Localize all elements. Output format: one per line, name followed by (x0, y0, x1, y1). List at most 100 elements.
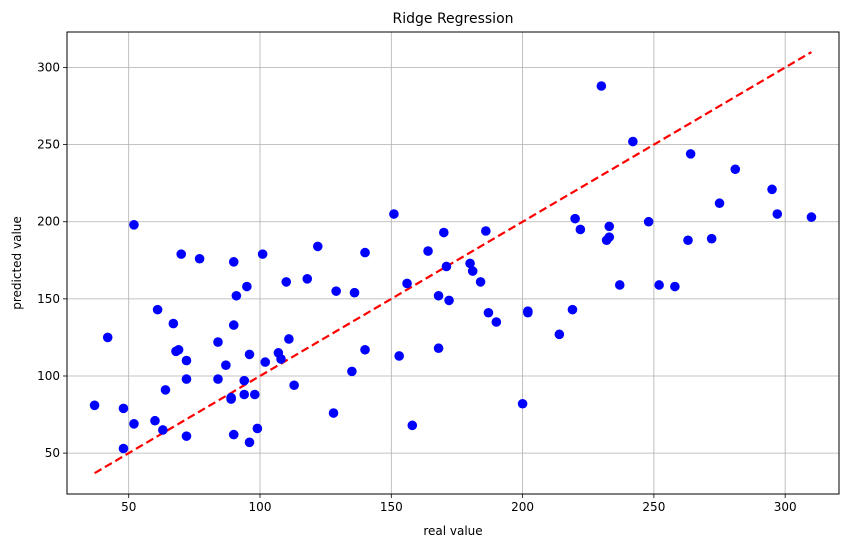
data-point (444, 295, 454, 306)
x-tick-label: 200 (511, 500, 534, 514)
data-point (312, 241, 323, 252)
data-point (767, 184, 777, 195)
x-tick-label: 50 (121, 500, 136, 514)
x-axis-label: real value (423, 524, 482, 538)
data-point (284, 334, 294, 344)
data-point (118, 403, 129, 414)
data-point (242, 281, 252, 292)
data-point (554, 329, 565, 340)
data-point (706, 233, 717, 244)
data-point (244, 437, 255, 448)
data-point (517, 398, 528, 409)
y-axis-ticks: 50 100 150 200 250 300 (37, 60, 67, 460)
data-point (394, 351, 404, 361)
data-point (475, 277, 486, 287)
data-point (150, 415, 160, 426)
data-point (575, 224, 586, 235)
data-point (231, 290, 242, 301)
data-point (570, 213, 580, 224)
data-point (213, 374, 223, 384)
data-point (181, 374, 192, 384)
data-point (181, 431, 192, 441)
data-point (643, 216, 654, 227)
x-tick-label: 150 (380, 500, 403, 514)
data-point (328, 408, 339, 418)
data-point (439, 227, 449, 238)
plot-frame (66, 31, 840, 495)
y-tick-label: 100 (37, 369, 60, 383)
data-point (441, 261, 452, 272)
data-point (407, 420, 418, 431)
data-point (129, 419, 139, 429)
y-tick-label: 150 (37, 292, 60, 306)
data-point (806, 212, 817, 222)
data-point (467, 266, 478, 276)
data-point (252, 423, 263, 434)
data-point (228, 320, 239, 330)
reference-line-layer (94, 51, 812, 475)
data-point (567, 304, 578, 315)
data-point (257, 249, 268, 259)
data-point (670, 281, 680, 292)
data-point (158, 425, 168, 435)
data-point (685, 149, 696, 159)
data-point (360, 344, 370, 355)
data-point (331, 286, 341, 296)
data-point (260, 357, 271, 367)
data-point (213, 337, 223, 347)
data-point (423, 246, 433, 256)
data-point (276, 354, 286, 364)
data-point (239, 389, 250, 400)
data-point (730, 164, 741, 175)
data-point (181, 355, 192, 366)
data-point (465, 258, 475, 269)
y-tick-label: 50 (45, 446, 60, 460)
data-point (152, 304, 163, 315)
data-points (89, 81, 817, 454)
data-point (491, 317, 502, 327)
y-tick-label: 200 (37, 215, 60, 229)
data-point (604, 221, 615, 232)
data-point (628, 136, 638, 147)
reference-line (94, 51, 812, 475)
data-point (176, 249, 187, 259)
data-point (360, 247, 370, 258)
data-point (596, 81, 607, 91)
data-point (89, 400, 100, 411)
data-point (714, 198, 725, 209)
data-point (604, 232, 615, 242)
data-point (221, 360, 231, 370)
data-point (102, 332, 113, 343)
data-point (168, 318, 179, 329)
x-axis-ticks: 50 100 150 200 250 300 (121, 494, 797, 514)
data-point (244, 349, 255, 360)
data-point (173, 344, 184, 355)
data-point (281, 277, 292, 287)
data-point (523, 307, 533, 318)
y-tick-label: 250 (37, 138, 60, 152)
data-point (194, 253, 205, 264)
data-point (433, 290, 444, 301)
x-tick-label: 250 (642, 500, 665, 514)
data-point (433, 343, 444, 354)
data-point (683, 235, 693, 246)
data-point (481, 226, 491, 236)
data-point (483, 307, 494, 318)
data-point (129, 220, 139, 230)
data-point (302, 274, 313, 284)
data-point (228, 257, 239, 267)
data-point (349, 287, 360, 298)
chart-title: Ridge Regression (392, 11, 513, 27)
data-point (226, 392, 236, 403)
data-point (772, 209, 783, 219)
x-tick-label: 100 (249, 500, 272, 514)
data-point (347, 366, 357, 377)
data-point (614, 280, 625, 290)
data-point (239, 375, 250, 386)
y-axis-label: predicted value (10, 216, 24, 310)
data-point (160, 385, 171, 395)
data-point (249, 389, 260, 400)
